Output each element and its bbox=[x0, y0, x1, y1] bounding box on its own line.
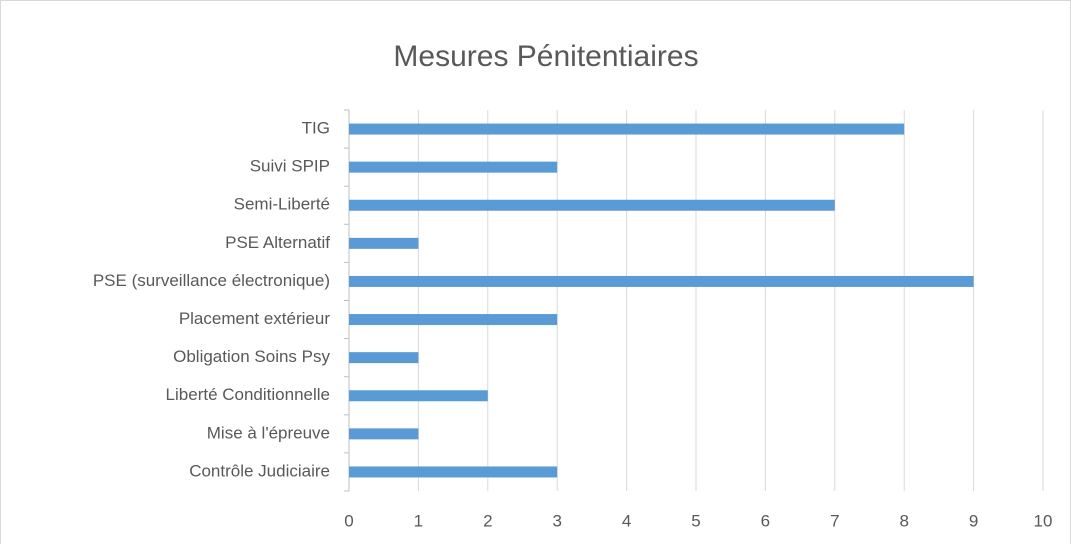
y-tick-label: PSE (surveillance électronique) bbox=[93, 271, 330, 290]
x-tick-label: 8 bbox=[899, 511, 908, 530]
x-tick-label: 3 bbox=[552, 511, 561, 530]
bar bbox=[349, 237, 419, 249]
y-tick-label: Suivi SPIP bbox=[250, 157, 330, 176]
x-tick-label: 6 bbox=[761, 511, 770, 530]
y-tick-label: Placement extérieur bbox=[179, 309, 331, 328]
bar bbox=[349, 466, 558, 478]
bar bbox=[349, 199, 835, 211]
y-tick-label: Liberté Conditionnelle bbox=[166, 385, 330, 404]
x-tick-label: 5 bbox=[691, 511, 700, 530]
bar bbox=[349, 161, 558, 173]
y-tick-label: TIG bbox=[302, 119, 330, 138]
x-tick-label: 10 bbox=[1034, 511, 1053, 530]
bar bbox=[349, 123, 905, 135]
bar bbox=[349, 275, 974, 287]
y-tick-label: Semi-Liberté bbox=[234, 195, 330, 214]
x-tick-label: 1 bbox=[414, 511, 423, 530]
x-tick-label: 2 bbox=[483, 511, 492, 530]
x-tick-label: 0 bbox=[344, 511, 353, 530]
y-tick-label: Contrôle Judiciaire bbox=[189, 461, 330, 480]
bar bbox=[349, 390, 488, 402]
x-tick-label: 7 bbox=[830, 511, 839, 530]
bar bbox=[349, 352, 419, 364]
y-tick-label: Mise à l'épreuve bbox=[207, 423, 330, 442]
x-tick-label: 9 bbox=[969, 511, 978, 530]
bar bbox=[349, 428, 419, 440]
chart-title: Mesures Pénitentiaires bbox=[393, 40, 698, 73]
bar bbox=[349, 314, 558, 326]
x-tick-label: 4 bbox=[622, 511, 631, 530]
y-tick-label: PSE Alternatif bbox=[225, 233, 330, 252]
y-tick-label: Obligation Soins Psy bbox=[173, 347, 330, 366]
